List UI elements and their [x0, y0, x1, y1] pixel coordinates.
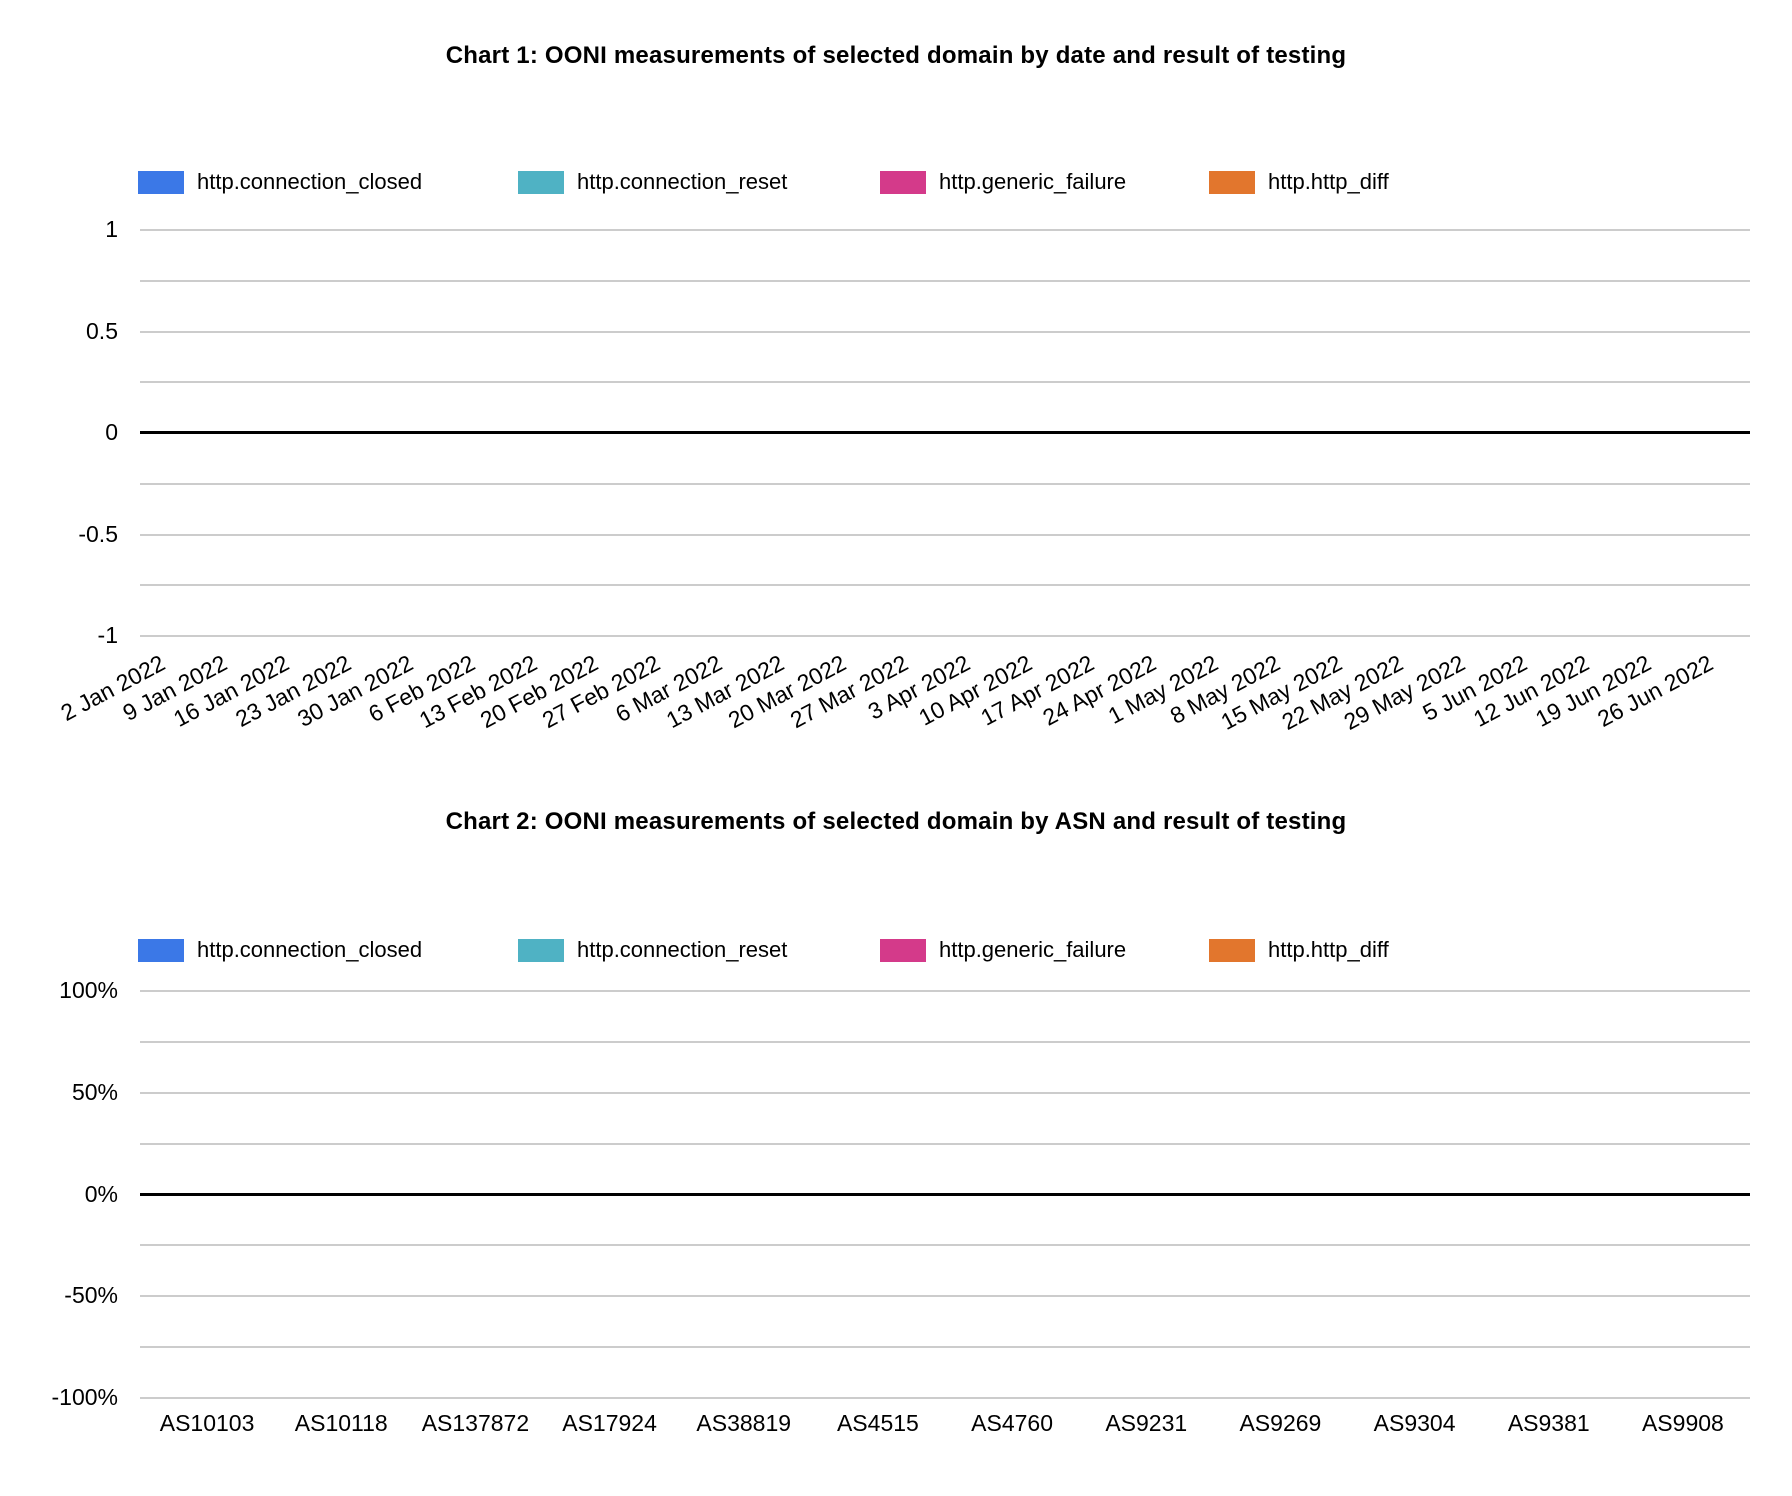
legend-label: http.connection_reset	[577, 169, 788, 194]
x-axis-tick-label: AS38819	[696, 1410, 792, 1436]
chart-1-title: Chart 1: OONI measurements of selected d…	[445, 42, 1347, 69]
legend-item-http-connection_closed: http.connection_closed	[138, 937, 423, 962]
gridline-major	[140, 1295, 1750, 1298]
y-axis-tick-label: -1	[97, 622, 118, 648]
legend-label: http.connection_reset	[577, 937, 788, 962]
gridline-minor	[140, 1346, 1750, 1349]
legend-swatch-icon	[1209, 170, 1255, 194]
y-axis-tick-label: 0	[105, 419, 118, 445]
legend-swatch-icon	[1209, 938, 1255, 962]
legend-swatch-icon	[880, 938, 926, 962]
x-axis-tick-label: AS9381	[1507, 1410, 1590, 1436]
legend-item-http-http_diff: http.http_diff	[1209, 169, 1389, 194]
x-axis-tick-label: AS4515	[836, 1410, 919, 1436]
y-axis-tick-label: 100%	[59, 977, 118, 1003]
gridline-major	[140, 1397, 1750, 1399]
legend-label: http.connection_closed	[197, 937, 423, 962]
legend-label: http.generic_failure	[939, 937, 1127, 962]
y-axis-tick-label: 50%	[71, 1078, 118, 1105]
legend-label: http.http_diff	[1268, 937, 1389, 962]
gridline-major	[140, 990, 1750, 992]
gridline-major	[140, 1091, 1750, 1094]
zero-axis-line	[140, 431, 1750, 434]
legend-swatch-icon	[518, 170, 564, 194]
gridline-minor	[140, 1142, 1750, 1145]
legend-item-http-connection_reset: http.connection_reset	[518, 169, 788, 194]
gridline-major	[140, 635, 1750, 637]
legend-label: http.http_diff	[1268, 169, 1389, 194]
x-axis-tick-label: AS10118	[294, 1410, 388, 1436]
y-axis-tick-label: -100%	[51, 1384, 118, 1410]
legend-item-http-generic_failure: http.generic_failure	[880, 169, 1127, 194]
gridline-major	[140, 330, 1750, 333]
gridline-minor	[140, 1040, 1750, 1043]
x-axis-tick-label: AS9304	[1373, 1410, 1456, 1436]
y-axis-tick-label: 0%	[84, 1180, 118, 1207]
gridline-minor	[140, 1244, 1750, 1247]
gridline-major	[140, 533, 1750, 536]
legend-swatch-icon	[138, 938, 184, 962]
gridline-minor	[140, 482, 1750, 485]
legend-swatch-icon	[518, 938, 564, 962]
y-axis-tick-label: 0.5	[86, 317, 118, 344]
legend-item-http-generic_failure: http.generic_failure	[880, 937, 1127, 962]
x-axis-tick-label: AS10103	[159, 1410, 255, 1436]
gridline-minor	[140, 584, 1750, 587]
x-axis-tick-label: AS137872	[421, 1410, 530, 1436]
legend-item-http-connection_reset: http.connection_reset	[518, 937, 788, 962]
x-axis-tick-label: AS9231	[1105, 1410, 1188, 1436]
y-axis-tick-label: -0.5	[78, 520, 118, 547]
y-axis-tick-label: 1	[105, 216, 118, 242]
gridline-minor	[140, 381, 1750, 384]
chart-2-title: Chart 2: OONI measurements of selected d…	[445, 808, 1347, 835]
legend-label: http.generic_failure	[939, 169, 1127, 194]
legend-swatch-icon	[880, 170, 926, 194]
zero-axis-line	[140, 1192, 1750, 1196]
legend-item-http-http_diff: http.http_diff	[1209, 937, 1389, 962]
x-axis-tick-label: AS17924	[562, 1410, 657, 1436]
x-axis-tick-label: AS4760	[971, 1410, 1053, 1436]
gridline-major	[140, 229, 1750, 231]
legend-label: http.connection_closed	[197, 169, 423, 194]
x-axis-tick-label: AS9269	[1239, 1410, 1322, 1436]
gridline-minor	[140, 279, 1750, 282]
y-axis-tick-label: -50%	[64, 1282, 118, 1309]
legend-item-http-connection_closed: http.connection_closed	[138, 169, 423, 194]
x-axis-tick-label: AS9908	[1641, 1410, 1724, 1436]
legend-swatch-icon	[138, 170, 184, 194]
